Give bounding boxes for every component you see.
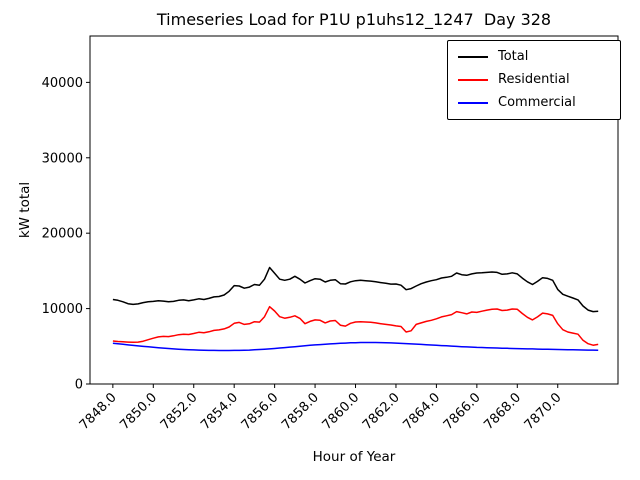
y-tick-label: 0 xyxy=(75,378,83,393)
x-tick-label: 7848.0 xyxy=(77,390,120,433)
commercial-line xyxy=(112,341,599,352)
legend-entry-total: Total xyxy=(458,49,610,65)
legend-label-total: Total xyxy=(498,49,529,64)
y-tick-label: 30000 xyxy=(42,151,83,166)
x-tick-label: 7860.0 xyxy=(320,390,363,433)
commercial-line-sample xyxy=(458,102,488,104)
x-tick-label: 7864.0 xyxy=(400,390,443,433)
x-tick-label: 7868.0 xyxy=(481,390,524,433)
residential-line xyxy=(112,305,599,346)
legend: Total Residential Commercial xyxy=(447,40,621,120)
axes-frame xyxy=(89,35,619,385)
legend-entry-residential: Residential xyxy=(458,72,610,88)
x-tick-label: 7854.0 xyxy=(198,390,241,433)
residential-line-sample xyxy=(458,79,488,81)
legend-entry-commercial: Commercial xyxy=(458,95,610,111)
total-line xyxy=(112,266,599,313)
x-tick-label: 7866.0 xyxy=(441,390,484,433)
y-axis-label: kW total xyxy=(17,181,33,239)
y-tick-label: 20000 xyxy=(42,227,83,242)
x-tick-label: 7870.0 xyxy=(522,390,565,433)
total-line-sample xyxy=(458,56,488,58)
x-tick-label: 7856.0 xyxy=(239,390,282,433)
x-tick-label: 7852.0 xyxy=(158,390,201,433)
y-tick-label: 40000 xyxy=(42,76,83,91)
x-tick-label: 7862.0 xyxy=(360,390,403,433)
chart-title: Timeseries Load for P1U p1uhs12_1247 Day… xyxy=(156,10,552,29)
x-axis-label: Hour of Year xyxy=(312,449,396,465)
legend-label-residential: Residential xyxy=(498,72,570,87)
legend-label-commercial: Commercial xyxy=(498,95,576,110)
x-tick-label: 7850.0 xyxy=(117,390,160,433)
y-tick-label: 10000 xyxy=(42,302,83,317)
x-tick-label: 7858.0 xyxy=(279,390,322,433)
